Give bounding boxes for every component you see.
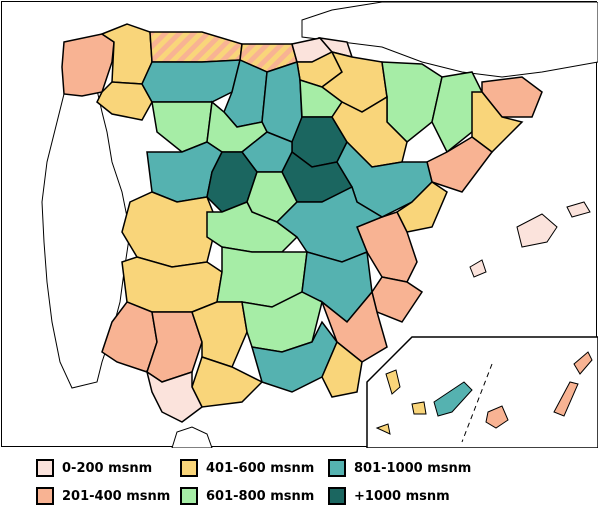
portugal-shape: [41, 89, 131, 389]
island-ibiza: [469, 259, 487, 278]
legend-item-201-400: 201-400 msnm: [36, 486, 170, 506]
legend: 0-200 msnm 201-400 msnm 401-600 msnm 601…: [0, 452, 600, 531]
island-tenerife: [433, 381, 473, 417]
island-la-palma: [385, 369, 401, 395]
map-frame: [1, 1, 598, 448]
province-alicante: [371, 276, 424, 323]
legend-item-0-200: 0-200 msnm: [36, 458, 152, 478]
africa-coast: [171, 426, 213, 448]
legend-label: 201-400 msnm: [62, 488, 171, 504]
legend-item-601-800: 601-800 msnm: [180, 486, 314, 506]
legend-swatch: [180, 459, 198, 477]
province-caceres: [121, 191, 218, 268]
island-gran-canaria: [485, 405, 509, 429]
province-sevilla: [146, 311, 203, 383]
province-galicia-west: [61, 33, 115, 97]
province-cadiz: [145, 370, 203, 423]
legend-label: 0-200 msnm: [62, 460, 153, 476]
legend-item-801-1000: 801-1000 msnm: [328, 458, 471, 478]
province-almeria: [321, 340, 363, 398]
legend-label: 601-800 msnm: [206, 488, 315, 504]
legend-swatch: [36, 487, 54, 505]
legend-label: 801-1000 msnm: [354, 460, 472, 476]
legend-swatch: [328, 487, 346, 505]
province-valencia: [356, 211, 418, 283]
province-ourense: [96, 81, 153, 121]
island-fuerteventura: [553, 381, 579, 417]
island-el-hierro: [375, 423, 391, 435]
island-la-gomera: [411, 401, 427, 415]
legend-swatch: [328, 459, 346, 477]
province-leon: [141, 59, 241, 103]
province-cordoba: [191, 301, 248, 368]
legend-item-401-600: 401-600 msnm: [180, 458, 314, 478]
island-menorca: [566, 201, 591, 218]
spain-altitude-map: [41, 2, 598, 448]
legend-swatch: [36, 459, 54, 477]
province-zaragoza: [331, 95, 408, 168]
canary-divider: [461, 363, 493, 443]
canary-inset-frame: [366, 336, 598, 448]
legend-label: +1000 msnm: [354, 488, 450, 504]
province-asturias: [149, 31, 243, 63]
legend-item-1000-plus: +1000 msnm: [328, 486, 450, 506]
island-mallorca: [516, 213, 558, 248]
island-lanzarote: [573, 351, 593, 375]
province-tarragona: [426, 136, 494, 193]
legend-swatch: [180, 487, 198, 505]
legend-label: 401-600 msnm: [206, 460, 315, 476]
province-cuenca: [275, 185, 384, 263]
